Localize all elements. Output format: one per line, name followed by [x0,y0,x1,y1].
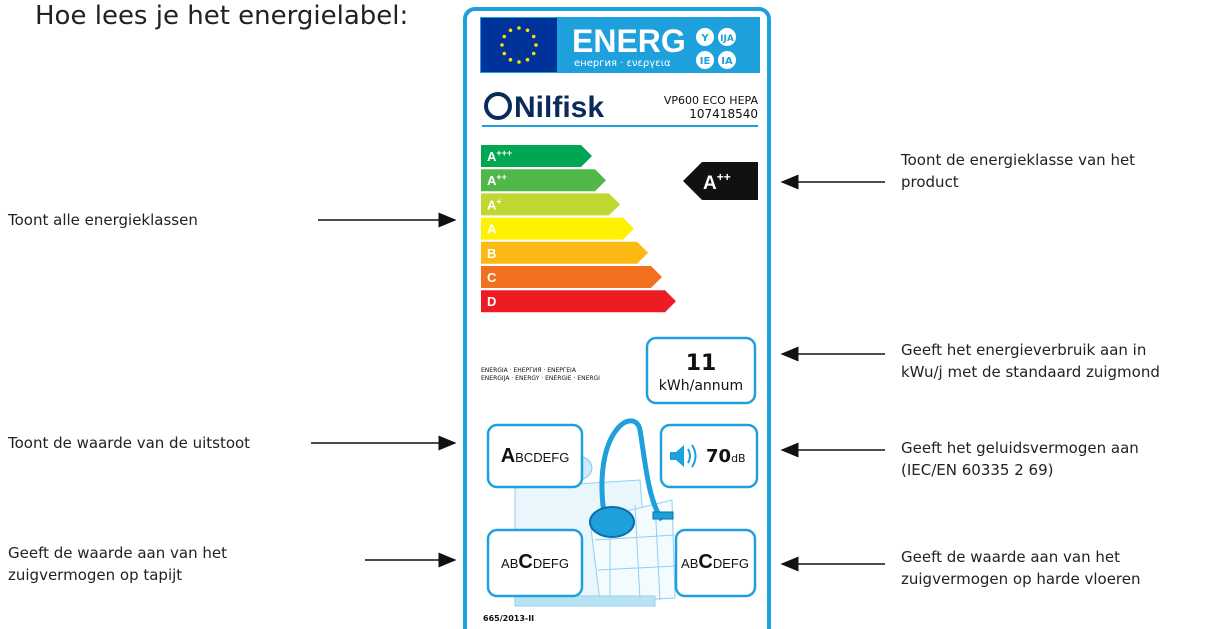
class-letter: A [487,222,497,237]
consumption-value: 11 [686,351,717,376]
annotation-line: (IEC/EN 60335 2 69) [901,461,1053,479]
annotation: Toont de waarde van de uitstoot [7,434,250,452]
class-label: A [487,222,497,237]
annotation-line: Geeft het energieverbruik aan in [901,341,1146,359]
annotation: Geeft het energieverbruik aan in kWu/j me… [901,341,1160,381]
star [502,35,506,39]
annotation: Toont de energieklasse van het product [900,151,1135,191]
class-letter: D [487,294,496,309]
consumption-unit: kWh/annum [659,378,743,394]
star [526,28,530,32]
class-letter: C [487,270,497,285]
class-letters: A [501,445,515,467]
class-bar [481,242,648,264]
badge: IJA [720,34,734,44]
annotation: Geeft de waarde aan van het zuigvermogen … [8,544,227,584]
class-letters: BCDEFG [515,450,569,465]
class-letters: AB [681,556,698,571]
class-letters: DEFG [713,556,749,571]
annotation-line: Toont alle energieklassen [7,211,198,229]
class-letters: C [518,551,532,573]
brand: Nilfisk [514,91,604,124]
product-code: 107418540 [689,107,758,121]
annotation-line: Toont de energieklasse van het [900,151,1135,169]
annotation-line: zuigvermogen op harde vloeren [901,570,1141,588]
header-subtitle: енергия · ενεργεια [574,58,671,69]
heading: Hoe lees je het energielabel: [35,1,408,31]
annotation: Geeft het geluidsvermogen aan (IEC/EN 603… [901,439,1139,479]
languages: ENERGIA · ЕНЕРГИЯ · ΕΝΕΡΓΕΙΑ [481,367,577,374]
star [526,58,530,62]
class-bar [481,193,620,215]
badge: Y [700,33,709,44]
star [532,35,536,39]
eu-flag [481,18,557,72]
class-label: C [487,270,497,285]
header-word: ENERG [572,23,686,59]
class-letters: C [698,551,712,573]
annotation: Toont alle energieklassen [7,211,198,229]
badge: IA [721,56,733,67]
badge: IE [700,56,711,67]
class-label: D [487,294,496,309]
class-sup: ++ [496,172,507,182]
class-label: B [487,246,496,261]
annotation-line: kWu/j met de standaard zuigmond [901,363,1160,381]
class-bar [481,290,676,312]
star [517,26,521,30]
star [534,43,538,47]
star [509,28,513,32]
model: VP600 ECO HEPA [664,94,759,107]
class-letters: DEFG [533,556,569,571]
star [500,43,504,47]
annotation: Geeft de waarde aan van het zuigvermogen … [901,548,1141,588]
annotation-line: zuigvermogen op tapijt [8,566,182,584]
class-sup: + [496,196,501,206]
class-bar [481,218,634,240]
class-letter: B [487,246,496,261]
star [517,60,521,64]
star [532,52,536,56]
annotation-line: Toont de waarde van de uitstoot [7,434,250,452]
star [502,52,506,56]
languages: ENERGIJA · ENERGY · ENERGIE · ENERGI [481,375,600,382]
class-sup: +++ [496,148,512,158]
annotation-line: Geeft het geluidsvermogen aan [901,439,1139,457]
star [509,58,513,62]
class-letters: AB [501,556,518,571]
page: {"heading": "Hoe lees je het energielabe… [0,0,1224,629]
regulation: 665/2013-II [483,614,534,623]
annotation-line: product [901,173,959,191]
annotation-line: Geeft de waarde aan van het [8,544,227,562]
annotation-line: Geeft de waarde aan van het [901,548,1120,566]
diagram: Hoe lees je het energielabel: ENERG енер… [0,0,1224,629]
class-bar [481,266,662,288]
